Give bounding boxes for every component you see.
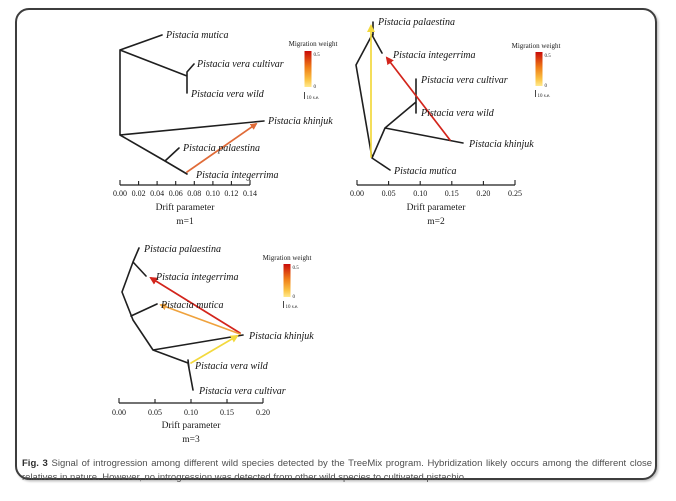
axis-tick-label: 0.05 — [382, 189, 396, 198]
axis-tick-label: 0.15 — [445, 189, 459, 198]
tip-label-vera-cultivar-m3: Pistacia vera cultivar — [198, 386, 286, 397]
axis-tick-label: 0.00 — [350, 189, 364, 198]
legend-se-label: 10 s.e. — [538, 94, 551, 99]
m-label-m2: m=2 — [427, 217, 445, 227]
axis-tick-label: 0.10 — [413, 189, 427, 198]
figure-caption-label: Fig. 3 — [22, 458, 48, 469]
legend-max-label: 0.5 — [293, 266, 300, 271]
legend-min-label: 0 — [314, 85, 317, 90]
axis-tick-label: 0.25 — [508, 189, 522, 198]
migration-edge-khinjuk-to-mutica-m3 — [159, 303, 241, 335]
tip-label-khinjuk-m2: Pistacia khinjuk — [468, 139, 534, 150]
figure-caption-text: Signal of introgression among different … — [22, 458, 653, 484]
legend-title: Migration weight — [512, 42, 561, 50]
axis-tick-label: 0.12 — [224, 189, 238, 198]
axis-tick-label: 0.10 — [184, 408, 198, 417]
migration-edge-khinjuk-to-integerrima-m3 — [149, 276, 241, 334]
tree-branches-m3 — [121, 247, 244, 391]
tip-label-palaestina-m1: Pistacia palaestina — [182, 143, 260, 154]
legend-colorbar — [304, 51, 312, 87]
m-label-m3: m=3 — [182, 435, 200, 445]
axis-tick-label: 0.15 — [220, 408, 234, 417]
migration-edge-verawild-to-khinjuk-m3 — [190, 334, 239, 364]
legend-colorbar — [535, 52, 543, 86]
tip-label-mutica-m3: Pistacia mutica — [160, 300, 224, 311]
legend-max-label: 0.5 — [545, 54, 552, 59]
tip-label-vera-cultivar-m1: Pistacia vera cultivar — [196, 59, 284, 70]
legend-se-label: 10 s.e. — [307, 96, 320, 101]
tip-label-vera-wild-m1: Pistacia vera wild — [190, 89, 265, 100]
migration-edge-khinjuk-to-integerrima — [385, 56, 451, 141]
tip-label-palaestina-m2: Pistacia palaestina — [377, 17, 455, 28]
tip-label-palaestina-m3: Pistacia palaestina — [143, 244, 221, 255]
tree-panel-m3: Pistacia palaestina Pistacia integerrima… — [112, 244, 314, 445]
tip-label-vera-wild-m2: Pistacia vera wild — [420, 108, 495, 119]
tree-panel-m1: Pistacia mutica Pistacia vera cultivar P… — [113, 30, 337, 227]
legend-min-label: 0 — [293, 295, 296, 300]
axis-m3: 0.00 0.05 0.10 0.15 0.20 Drift parameter… — [112, 398, 270, 445]
legend-colorbar — [283, 264, 291, 297]
axis-tick-label: 0.14 — [243, 189, 257, 198]
legend-title: Migration weight — [263, 254, 312, 262]
tip-label-integerrima-m1: Pistacia integerrima — [195, 170, 279, 181]
legend-min-label: 0 — [545, 84, 548, 89]
axis-tick-label: 0.06 — [169, 189, 183, 198]
legend-m2: Migration weight 0.5 0 10 s.e. — [512, 42, 561, 99]
migration-edge-integerrima-to-khinjuk — [186, 123, 258, 173]
legend-se-label: 10 s.e. — [286, 305, 299, 310]
axis-title-m2: Drift parameter — [407, 202, 467, 213]
tip-label-vera-cultivar-m2: Pistacia vera cultivar — [420, 75, 508, 86]
tree-panel-m2: Pistacia palaestina Pistacia integerrima… — [350, 17, 560, 227]
axis-tick-label: 0.05 — [148, 408, 162, 417]
axis-title-m1: Drift parameter — [156, 202, 216, 213]
axis-tick-label: 0.02 — [132, 189, 146, 198]
legend-m1: Migration weight 0.5 0 10 s.e. — [289, 40, 338, 101]
legend-title: Migration weight — [289, 40, 338, 48]
axis-tick-label: 0.00 — [113, 189, 127, 198]
tree-branches-m2 — [355, 21, 464, 171]
axis-tick-label: 0.20 — [256, 408, 270, 417]
m-label-m1: m=1 — [176, 217, 194, 227]
legend-m3: Migration weight 0.5 0 10 s.e. — [263, 254, 312, 310]
figure-caption: Fig. 3 Signal of introgression among dif… — [22, 457, 652, 486]
tip-label-integerrima-m3: Pistacia integerrima — [155, 272, 239, 283]
legend-max-label: 0.5 — [314, 53, 321, 58]
tip-label-integerrima-m2: Pistacia integerrima — [392, 50, 476, 61]
tip-label-vera-wild-m3: Pistacia vera wild — [194, 361, 269, 372]
tree-branches-m1 — [119, 34, 265, 175]
axis-tick-label: 0.00 — [112, 408, 126, 417]
axis-tick-label: 0.10 — [206, 189, 220, 198]
axis-tick-label: 0.04 — [150, 189, 164, 198]
tip-label-mutica-m2: Pistacia mutica — [393, 166, 457, 177]
axis-title-m3: Drift parameter — [162, 420, 222, 431]
axis-tick-label: 0.08 — [187, 189, 201, 198]
tip-label-mutica-m1: Pistacia mutica — [165, 30, 229, 41]
axis-tick-label: 0.20 — [476, 189, 490, 198]
tip-label-khinjuk-m1: Pistacia khinjuk — [267, 116, 333, 127]
tip-label-khinjuk-m3: Pistacia khinjuk — [248, 331, 314, 342]
axis-m1: 0.00 0.02 0.04 0.06 0.08 0.10 0.12 0.14 … — [113, 180, 257, 227]
axis-m2: 0.00 0.05 0.10 0.15 0.20 0.25 Drift para… — [350, 180, 522, 227]
figure-border — [15, 8, 657, 480]
